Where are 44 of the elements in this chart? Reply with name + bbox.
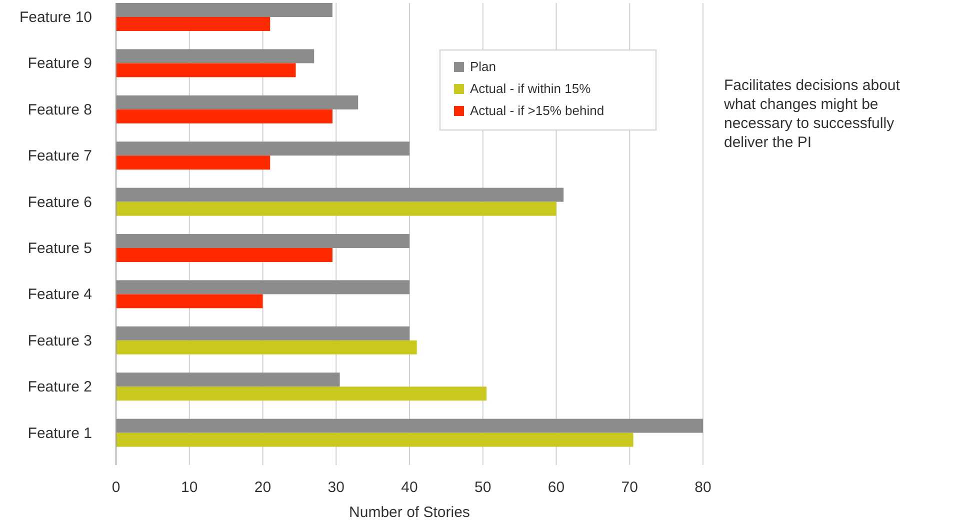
bar: [116, 386, 487, 401]
y-tick-label: Feature 4: [28, 286, 92, 304]
y-tick-label: Feature 7: [28, 148, 92, 165]
x-tick-label: 50: [474, 479, 492, 496]
y-tick-label: Feature 1: [28, 424, 92, 442]
bar: [116, 340, 417, 354]
bar: [116, 280, 410, 294]
bar: [116, 156, 270, 170]
bar: [116, 3, 332, 17]
x-tick-label: 20: [254, 479, 272, 496]
bar: [116, 294, 263, 308]
x-tick-label: 10: [181, 479, 198, 496]
bar: [116, 95, 358, 110]
y-tick-label: Feature 6: [28, 194, 92, 211]
bar: [116, 109, 332, 124]
text: Facilitates decisions about what changes might be necessary to successfully deliver the PI: [723, 77, 901, 151]
x-tick-label: 80: [694, 479, 712, 496]
bar: [116, 202, 556, 216]
x-axis-title: Number of Stories: [349, 504, 470, 521]
bar: [116, 326, 410, 340]
x-tick-label: 30: [328, 479, 344, 496]
y-tick-label: Feature 5: [28, 240, 92, 257]
y-tick-label: Feature 9: [28, 55, 92, 72]
bar: [116, 372, 340, 387]
y-tick-label: Feature 8: [28, 101, 92, 118]
legend-label: Actual - if >15% behind: [470, 103, 604, 118]
bar: [116, 49, 314, 64]
x-tick-label: 40: [401, 479, 418, 496]
bar: [116, 248, 332, 262]
legend-label: Actual - if within 15%: [470, 81, 592, 96]
bar: [116, 188, 564, 202]
y-tick-label: Feature 3: [28, 332, 92, 350]
bar: [116, 17, 270, 31]
y-tick-label: Feature 10: [19, 9, 92, 26]
x-tick-label: 70: [621, 479, 638, 496]
bar: [116, 432, 634, 447]
legend-label: Plan: [470, 59, 496, 74]
y-tick-label: Feature 2: [28, 378, 92, 396]
bar: [116, 142, 410, 156]
bar: [116, 63, 296, 78]
bar: [116, 418, 703, 433]
x-tick-label: 0: [112, 479, 120, 496]
bar: [116, 234, 410, 248]
x-tick-label: 60: [548, 479, 565, 496]
